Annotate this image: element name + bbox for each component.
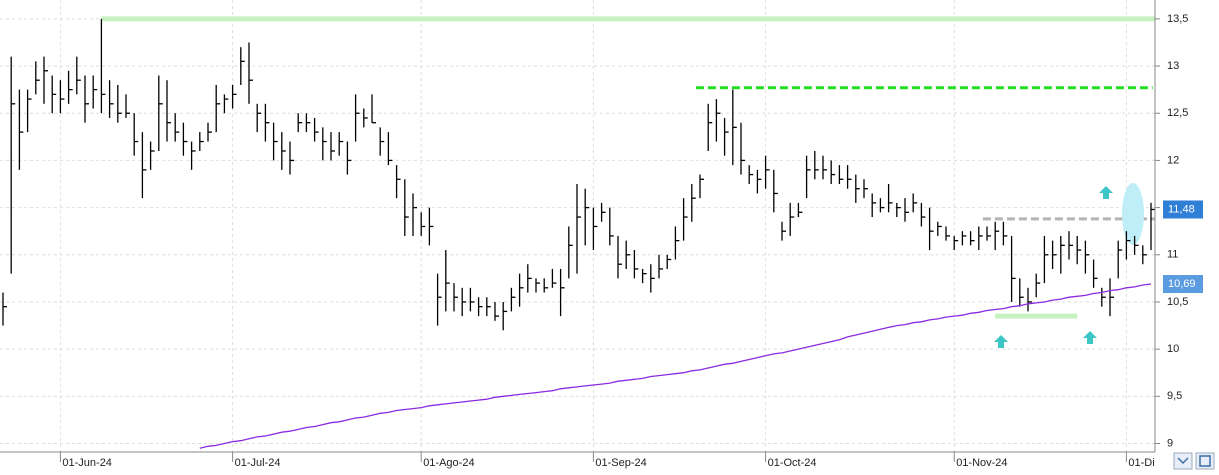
x-tick-label: 01-Jun-24: [62, 457, 112, 469]
price-label: 11,48: [1168, 203, 1195, 215]
up-arrow: [994, 335, 1008, 348]
levels: [101, 16, 1156, 319]
y-tick-label: 13,5: [1167, 13, 1188, 25]
highlight-ellipse: [1122, 183, 1144, 245]
y-tick-label: 10,5: [1167, 296, 1188, 308]
y-tick-label: 13: [1167, 60, 1179, 72]
x-tick-label: 01-Di: [1128, 457, 1154, 469]
zoom-icon: [1177, 457, 1189, 465]
price-label-box: [1163, 200, 1203, 219]
arrows: [994, 186, 1113, 348]
y-tick-label: 12,5: [1167, 107, 1188, 119]
y-tick-label: 10: [1167, 343, 1179, 355]
x-tick-label: 01-Sep-24: [595, 457, 646, 469]
up-arrow: [1083, 331, 1097, 344]
price-label: 10,69: [1168, 278, 1196, 290]
y-tick-label: 9,5: [1167, 390, 1182, 402]
up-arrow: [1099, 186, 1113, 199]
x-tick-label: 01-Oct-24: [768, 457, 817, 469]
price-label-box: [1163, 275, 1203, 294]
price-bars: [2, 18, 1155, 449]
x-tick-label: 01-Nov-24: [956, 457, 1007, 469]
y-tick-label: 12: [1167, 154, 1179, 166]
y-tick-label: 11: [1167, 249, 1178, 261]
moving-average: [199, 283, 1152, 449]
save-icon: [1199, 455, 1211, 467]
axes: 99,51010,51111,51212,51313,501-Jun-2401-…: [59, 13, 1203, 469]
y-tick-label: 9: [1167, 437, 1173, 449]
x-tick-label: 01-Ago-24: [423, 457, 474, 469]
zoom-button[interactable]: [1173, 452, 1193, 470]
x-tick-label: 01-Jul-24: [235, 457, 281, 469]
